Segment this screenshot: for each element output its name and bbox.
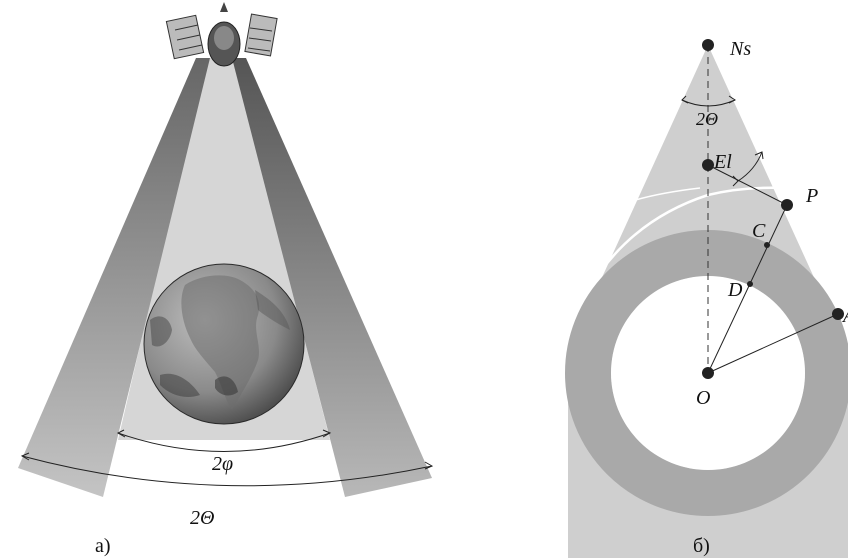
line-o-a [707, 313, 839, 374]
beam-left [18, 58, 210, 497]
line-el-p [707, 164, 788, 206]
point-el [702, 159, 714, 171]
arc-2theta-a [21, 455, 433, 487]
caption-a: а) [95, 535, 111, 557]
orbit-arc [560, 186, 848, 351]
label-p: P [805, 185, 818, 207]
point-o [702, 367, 714, 379]
point-c [764, 242, 770, 248]
caption-b: б) [693, 535, 710, 557]
label-el: El [713, 151, 732, 173]
point-ns [702, 39, 714, 51]
point-p [781, 199, 793, 211]
label-a: A [841, 305, 848, 327]
label-o: O [696, 387, 710, 409]
label-2theta-b: 2Θ [696, 109, 718, 129]
label-2phi: 2φ [212, 453, 233, 475]
earth-globe-icon [143, 263, 305, 425]
label-ns: Ns [729, 38, 751, 60]
arc-2phi [117, 432, 331, 452]
beam-right [232, 58, 432, 497]
satellite-icon [165, 2, 278, 67]
line-o-p [707, 204, 788, 374]
panel-a: 2φ 2Θ а) [18, 2, 434, 557]
point-d [747, 281, 753, 287]
label-c: C [752, 220, 766, 242]
point-a [832, 308, 844, 320]
arc-elevation [737, 151, 763, 182]
panel-b: 2Θ Ns El P C D O A б) [560, 38, 848, 558]
label-2theta-a: 2Θ [190, 507, 214, 529]
label-d: D [727, 279, 743, 301]
